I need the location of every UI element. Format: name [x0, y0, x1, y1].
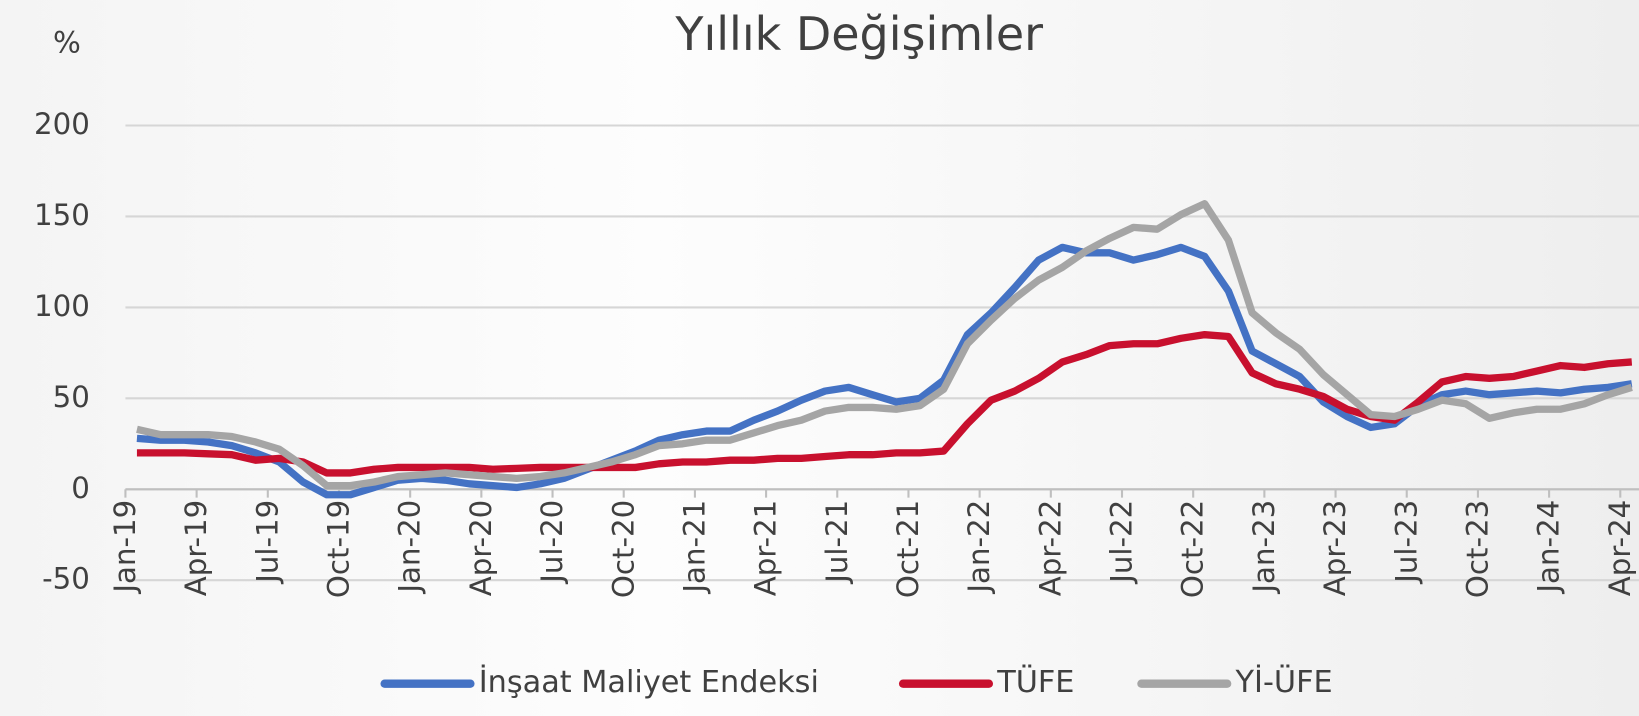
series-line: [136, 331, 1633, 477]
x-tick-label: Jul-19: [250, 500, 284, 585]
y-tick-label: 100: [34, 289, 90, 323]
legend-label: Yİ-ÜFE: [1235, 663, 1333, 700]
x-tick-label: Jan-21: [677, 500, 711, 595]
y-tick-label: -50: [42, 562, 90, 596]
y-axis-label: %: [53, 25, 81, 59]
x-tick-label: Oct-19: [322, 500, 356, 598]
x-tick-label: Apr-22: [1033, 500, 1067, 597]
x-tick-label: Jul-20: [535, 500, 569, 585]
x-tick-label: Jul-21: [820, 500, 854, 585]
y-tick-label: 0: [71, 471, 90, 505]
x-tick-label: Apr-19: [179, 500, 213, 597]
chart-title: Yıllık Değişimler: [674, 7, 1043, 61]
x-tick-label: Jul-22: [1105, 500, 1139, 585]
plot: [136, 200, 1633, 499]
legend-label: İnşaat Maliyet Endeksi: [479, 664, 819, 700]
x-tick-label: Jan-19: [108, 500, 142, 595]
x-tick-label: Jan-20: [393, 500, 427, 595]
legend-label: TÜFE: [996, 663, 1074, 700]
x-tick-label: Apr-21: [749, 500, 783, 597]
x-tick-label: Oct-22: [1176, 500, 1210, 598]
x-tick-label: Jan-24: [1532, 500, 1566, 595]
x-tick-label: Apr-24: [1603, 500, 1637, 597]
x-tick-label: Apr-20: [464, 500, 498, 597]
y-tick-label: 200: [34, 107, 90, 141]
y-tick-label: 150: [34, 198, 90, 232]
x-tick-label: Jan-22: [962, 500, 996, 595]
y-tick-label: 50: [53, 380, 90, 414]
x-tick-label: Jan-23: [1247, 500, 1281, 595]
x-tick-label: Jul-23: [1389, 500, 1423, 585]
series-line: [136, 243, 1633, 499]
series-line: [136, 200, 1633, 490]
x-tick-label: Oct-23: [1460, 500, 1494, 598]
x-tick-label: Oct-21: [891, 500, 925, 598]
x-tick-label: Oct-20: [606, 500, 640, 598]
x-tick-label: Apr-23: [1318, 500, 1352, 597]
